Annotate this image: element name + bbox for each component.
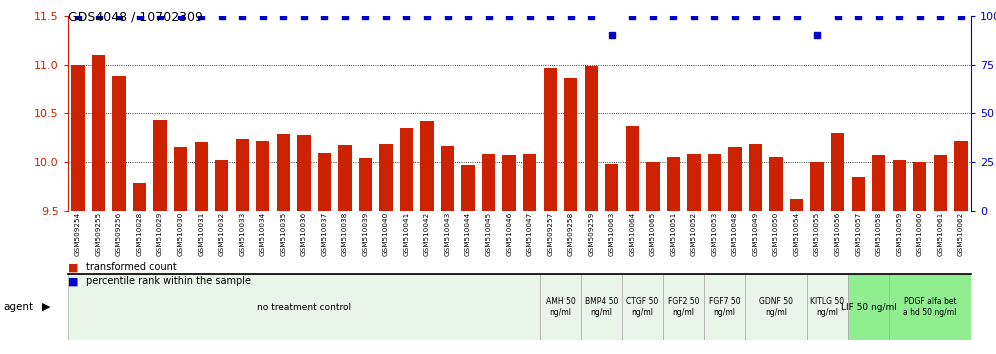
Text: FGF7 50
ng/ml: FGF7 50 ng/ml [709, 297, 741, 317]
Bar [687, 154, 700, 211]
Bar [892, 160, 906, 211]
Bar [113, 76, 125, 211]
Bar [581, 274, 622, 340]
Bar [256, 141, 270, 211]
Bar [399, 128, 413, 211]
Text: LIF 50 ng/ml: LIF 50 ng/ml [841, 303, 896, 312]
Bar [646, 162, 659, 211]
Bar [831, 133, 845, 211]
Bar [807, 274, 848, 340]
Bar [666, 157, 680, 211]
Bar [728, 147, 742, 211]
Bar [606, 164, 619, 211]
Bar [704, 274, 745, 340]
Bar [749, 144, 762, 211]
Text: PDGF alfa bet
a hd 50 ng/ml: PDGF alfa bet a hd 50 ng/ml [903, 297, 957, 317]
Text: KITLG 50
ng/ml: KITLG 50 ng/ml [811, 297, 845, 317]
Bar [769, 157, 783, 211]
Bar [441, 146, 454, 211]
Bar [933, 155, 947, 211]
Bar [954, 141, 967, 211]
Bar [848, 274, 889, 340]
Text: no treatment control: no treatment control [257, 303, 351, 312]
Bar [811, 162, 824, 211]
Text: ■: ■ [68, 276, 79, 286]
Bar [92, 55, 106, 211]
Bar [745, 274, 807, 340]
Bar [663, 274, 704, 340]
Bar [708, 154, 721, 211]
Text: transformed count: transformed count [86, 262, 176, 272]
Text: FGF2 50
ng/ml: FGF2 50 ng/ml [668, 297, 699, 317]
Bar [913, 162, 926, 211]
Bar [194, 143, 208, 211]
Text: GDNF 50
ng/ml: GDNF 50 ng/ml [759, 297, 793, 317]
Bar [889, 274, 971, 340]
Bar [625, 126, 639, 211]
Bar [790, 199, 803, 211]
Bar [72, 64, 85, 211]
Text: AMH 50
ng/ml: AMH 50 ng/ml [546, 297, 576, 317]
Bar [236, 138, 249, 211]
Bar [318, 153, 331, 211]
Text: BMP4 50
ng/ml: BMP4 50 ng/ml [585, 297, 619, 317]
Bar [482, 154, 495, 211]
Text: ▶: ▶ [42, 302, 51, 312]
Bar [215, 160, 228, 211]
Bar [502, 155, 516, 211]
Bar [297, 135, 311, 211]
Bar [461, 165, 475, 211]
Bar [564, 78, 578, 211]
Text: agent: agent [3, 302, 33, 312]
Bar [68, 274, 540, 340]
Text: CTGF 50
ng/ml: CTGF 50 ng/ml [626, 297, 658, 317]
Bar [153, 120, 166, 211]
Bar [872, 155, 885, 211]
Bar [544, 68, 557, 211]
Bar [585, 65, 598, 211]
Bar [540, 274, 581, 340]
Text: GDS4048 / 10702309: GDS4048 / 10702309 [68, 11, 202, 24]
Bar [523, 154, 537, 211]
Bar [379, 144, 392, 211]
Bar [174, 147, 187, 211]
Text: ■: ■ [68, 262, 79, 272]
Text: percentile rank within the sample: percentile rank within the sample [86, 276, 251, 286]
Bar [132, 183, 146, 211]
Bar [277, 134, 290, 211]
Bar [622, 274, 663, 340]
Bar [420, 121, 433, 211]
Bar [339, 145, 352, 211]
Bar [359, 158, 373, 211]
Bar [852, 177, 865, 211]
